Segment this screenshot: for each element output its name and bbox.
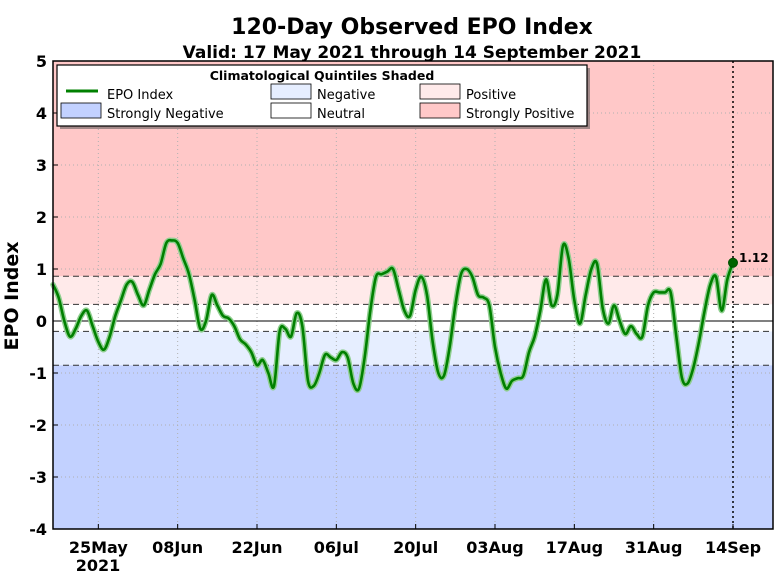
legend-label: Positive <box>466 88 516 103</box>
legend-box <box>56 64 588 127</box>
y-tick-label: 5 <box>36 52 47 71</box>
legend-patch-swatch <box>270 83 312 100</box>
legend-item: Strongly Negative <box>60 102 224 122</box>
x-tick-label: 22Jun <box>232 538 283 557</box>
x-tick-label: 06Jul <box>314 538 359 557</box>
legend-patch-swatch <box>419 102 461 119</box>
x-tick-label: 31Aug <box>625 538 683 557</box>
legend: Climatological Quintiles Shaded EPO Inde… <box>56 64 590 129</box>
y-tick-label: 2 <box>36 208 47 227</box>
legend-label: EPO Index <box>107 88 174 103</box>
x-axis-ticks: 25May 08Jun 22Jun 06Jul 20Jul 03Aug 17Aug 31Aug… <box>69 524 761 557</box>
plot-frame <box>52 60 774 530</box>
x-tick-label: 17Aug <box>546 538 604 557</box>
band-negative <box>53 331 773 366</box>
y-tick-label: 0 <box>36 312 47 331</box>
legend-patch-swatch <box>270 102 312 119</box>
y-axis-ticks: 5 4 3 2 1 0 -1 -2 -3 -4 <box>29 52 58 539</box>
y-tick-label: -2 <box>29 416 47 435</box>
legend-item: Neutral <box>270 102 365 122</box>
epo-series-line <box>51 238 735 392</box>
legend-patch-swatch <box>419 83 461 100</box>
y-tick-label: -4 <box>29 520 47 539</box>
y-tick-label: -1 <box>29 364 47 383</box>
legend-patch-swatch <box>60 102 102 119</box>
y-tick-label: -3 <box>29 468 47 487</box>
y-tick-label: 3 <box>36 156 47 175</box>
legend-title: Climatological Quintiles Shaded <box>210 68 435 83</box>
legend-item: Positive <box>419 83 516 103</box>
band-strongly-negative <box>53 365 773 529</box>
last-value-label: 1.12 <box>739 251 769 265</box>
x-tick-label: 25May <box>69 538 128 557</box>
x-tick-label: 20Jul <box>393 538 438 557</box>
legend-label: Strongly Positive <box>466 107 574 122</box>
legend-label: Strongly Negative <box>107 107 224 122</box>
legend-item: EPO Index <box>66 88 174 103</box>
x-tick-label: 14Sep <box>705 538 761 557</box>
plot-area: 1.12 <box>50 60 774 530</box>
y-tick-label: 1 <box>36 260 47 279</box>
chart-title: 120-Day Observed EPO Index <box>231 15 593 40</box>
y-tick-label: 4 <box>36 104 47 123</box>
last-value-point <box>728 257 738 268</box>
x-tick-label: 08Jun <box>152 538 203 557</box>
legend-label: Negative <box>317 88 375 103</box>
legend-item: Negative <box>270 83 375 103</box>
legend-items: EPO Index Negative Positive Strongly Negati… <box>60 83 574 122</box>
x-axis-year-label: 2021 <box>76 556 121 575</box>
legend-item: Strongly Positive <box>419 102 574 122</box>
y-axis-label: EPO Index <box>1 241 23 350</box>
x-tick-label: 03Aug <box>466 538 524 557</box>
legend-label: Neutral <box>317 107 365 122</box>
chart-subtitle: Valid: 17 May 2021 through 14 September … <box>183 43 642 63</box>
